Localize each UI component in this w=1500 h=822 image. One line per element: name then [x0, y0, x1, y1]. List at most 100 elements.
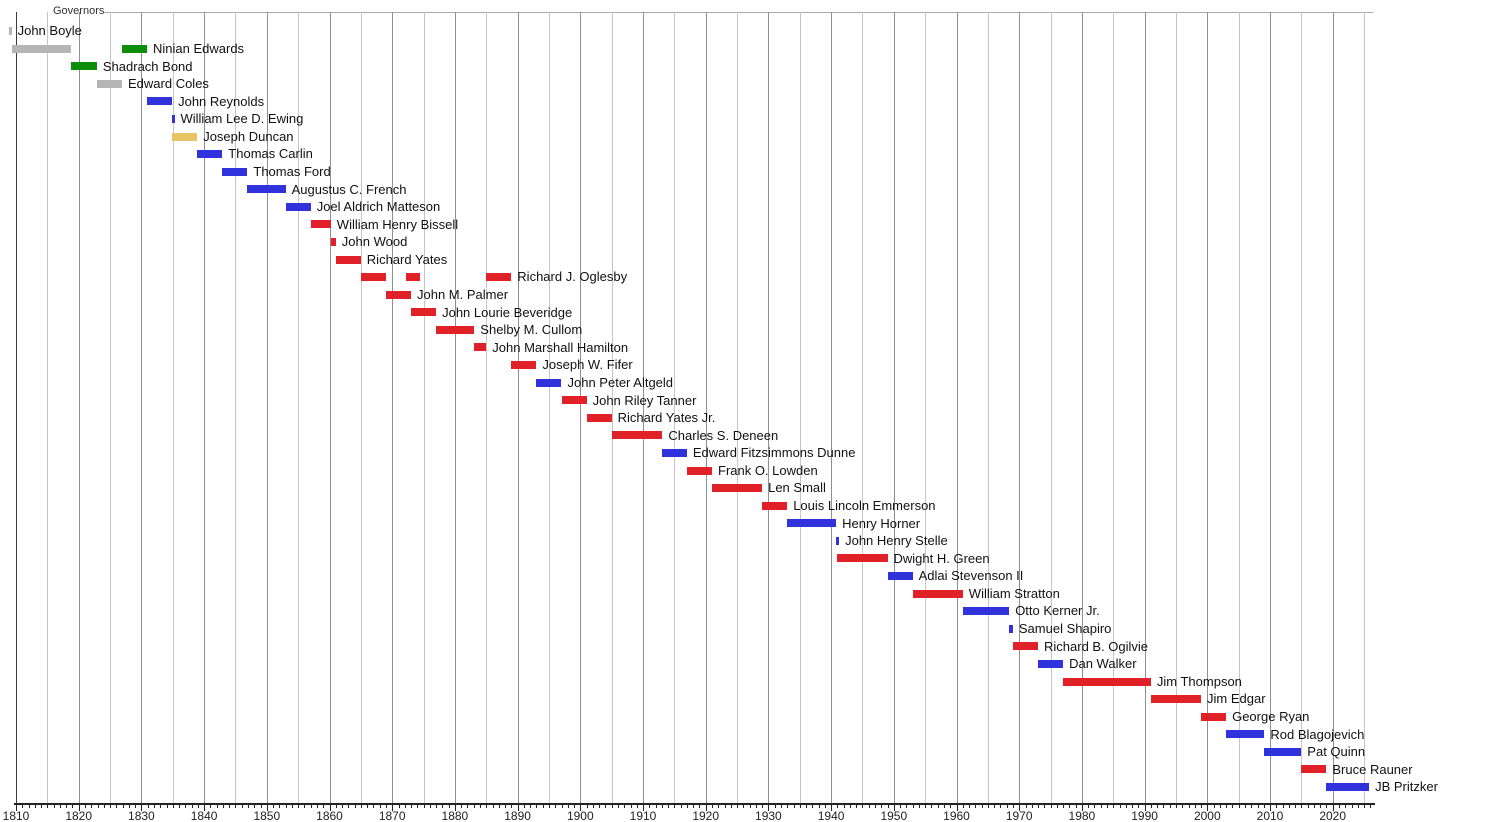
term-bar — [762, 501, 788, 510]
governor-label: JB Pritzker — [1375, 779, 1438, 795]
governor-row: John Henry Stelle — [0, 532, 1500, 550]
minor-tick — [354, 805, 356, 808]
governor-row: JB Pritzker — [0, 778, 1500, 796]
governor-row: Jim Thompson — [0, 673, 1500, 691]
minor-tick — [385, 805, 387, 808]
governor-row: John Lourie Beveridge — [0, 304, 1500, 322]
minor-tick — [310, 805, 312, 808]
minor-tick — [1364, 805, 1365, 808]
gridline-2005 — [1238, 12, 1240, 803]
gridline-1885 — [486, 12, 488, 803]
minor-tick — [135, 805, 137, 808]
gridline-1880 — [454, 12, 456, 803]
minor-tick — [975, 805, 977, 808]
major-tick — [141, 805, 143, 811]
governor-row: John M. Palmer — [0, 286, 1500, 304]
minor-tick — [122, 805, 124, 808]
term-bar — [1009, 624, 1013, 633]
major-tick — [580, 805, 582, 811]
minor-tick — [235, 805, 237, 808]
governor-label: John Riley Tanner — [592, 392, 697, 408]
major-tick — [454, 805, 456, 811]
major-tick — [329, 805, 331, 811]
minor-tick — [373, 805, 375, 808]
governor-row: Frank O. Lowden — [0, 462, 1500, 480]
minor-tick — [668, 805, 670, 808]
major-tick — [956, 805, 958, 811]
term-bar — [887, 572, 913, 581]
minor-tick — [505, 805, 507, 808]
minor-tick — [617, 805, 619, 808]
minor-tick — [291, 805, 293, 808]
governor-label: Thomas Ford — [253, 163, 331, 179]
minor-tick — [1219, 805, 1221, 808]
minor-tick — [172, 805, 174, 808]
term-bar — [1150, 695, 1202, 704]
minor-tick — [1138, 805, 1140, 808]
major-tick — [768, 805, 770, 811]
governor-label: John Wood — [341, 234, 408, 250]
minor-tick — [298, 805, 300, 808]
minor-tick — [931, 805, 933, 808]
governor-label: Joel Aldrich Matteson — [316, 199, 441, 215]
governor-row: Edward Fitzsimmons Dunne — [0, 444, 1500, 462]
minor-tick — [216, 805, 218, 808]
term-bar — [360, 273, 386, 282]
minor-tick — [749, 805, 751, 808]
major-tick — [517, 805, 519, 811]
minor-tick — [429, 805, 431, 808]
minor-tick — [1038, 805, 1039, 808]
governor-label: Edward Coles — [128, 76, 209, 91]
minor-tick — [179, 805, 180, 808]
minor-tick — [630, 805, 632, 808]
term-bar — [406, 273, 421, 282]
minor-tick — [636, 805, 638, 808]
gridline-1895 — [548, 12, 550, 803]
gridline-1900 — [580, 12, 582, 803]
minor-tick — [655, 805, 657, 808]
x-tick-label: 1900 — [566, 809, 594, 822]
term-bar — [1063, 677, 1151, 686]
minor-tick — [1194, 805, 1196, 808]
term-bar — [171, 114, 175, 123]
minor-tick — [116, 805, 118, 808]
gridline-1855 — [298, 12, 300, 803]
minor-tick — [887, 805, 889, 808]
major-tick — [705, 805, 707, 811]
minor-tick — [1238, 805, 1240, 808]
minor-tick — [969, 805, 970, 808]
major-tick — [204, 805, 206, 811]
minor-tick — [787, 805, 789, 808]
gridline-1810 — [16, 12, 17, 803]
term-bar — [611, 431, 663, 440]
gridline-2000 — [1207, 12, 1209, 803]
term-bar — [1264, 747, 1302, 756]
minor-tick — [755, 805, 757, 808]
governor-row: Samuel Shapiro — [0, 620, 1500, 638]
minor-tick — [342, 805, 343, 808]
x-tick-label: 1890 — [504, 809, 531, 822]
minor-tick — [774, 805, 776, 808]
minor-tick — [818, 805, 820, 808]
term-bar — [474, 343, 487, 352]
minor-tick — [197, 805, 199, 808]
minor-tick — [323, 805, 325, 808]
x-tick-label: 1810 — [2, 809, 30, 822]
minor-tick — [868, 805, 870, 808]
governor-row: John Riley Tanner — [0, 392, 1500, 410]
governor-label: John Henry Stelle — [845, 533, 948, 549]
minor-tick — [91, 805, 93, 808]
minor-tick — [128, 805, 130, 808]
minor-tick — [348, 805, 350, 808]
gridline-2015 — [1301, 12, 1303, 803]
governor-label: John M. Palmer — [417, 287, 509, 302]
minor-tick — [260, 805, 262, 808]
major-tick — [831, 805, 833, 811]
minor-tick — [1175, 805, 1177, 808]
minor-tick — [1339, 805, 1340, 808]
gridline-1980 — [1081, 12, 1083, 803]
minor-tick — [1125, 805, 1127, 808]
term-bar — [486, 273, 512, 282]
minor-tick — [1313, 805, 1315, 808]
minor-tick — [1244, 805, 1246, 808]
